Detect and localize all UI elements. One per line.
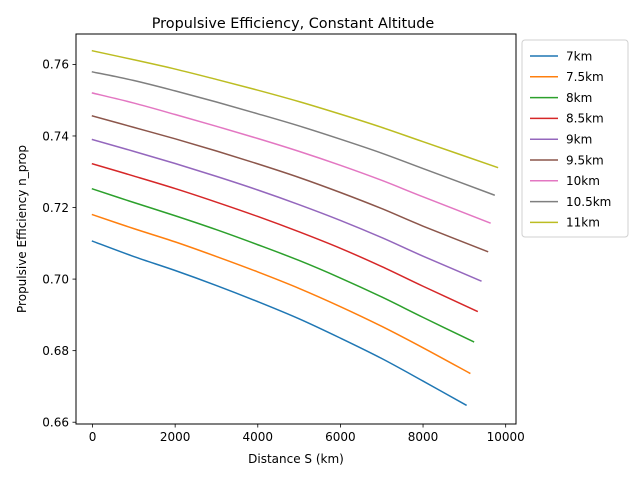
y-axis-label: Propulsive Efficiency n_prop <box>15 145 29 313</box>
chart-title: Propulsive Efficiency, Constant Altitude <box>152 16 435 32</box>
series-line-0 <box>91 240 468 407</box>
x-axis-label: Distance S (km) <box>248 452 344 466</box>
y-tick-label: 0.72 <box>42 201 69 215</box>
legend-label-7: 10.5km <box>566 195 611 209</box>
legend: 7km 7.5km 8km 8.5km 9km 9.5km 10km 10.5km 11km <box>521 39 629 238</box>
y-axis-ticks: 0.66 0.68 0.70 0.72 0.74 0.76 <box>42 58 76 430</box>
plot-frame <box>75 33 517 425</box>
series-line-6 <box>91 92 491 224</box>
x-tick-label: 4000 <box>243 430 274 444</box>
series-line-3 <box>91 162 479 313</box>
series-line-7 <box>91 71 496 196</box>
y-tick-label: 0.70 <box>42 272 69 286</box>
x-tick-label: 2000 <box>160 430 191 444</box>
legend-label-0: 7km <box>566 49 592 63</box>
series-line-4 <box>91 138 482 282</box>
legend-label-5: 9.5km <box>566 153 604 167</box>
legend-label-6: 10km <box>566 174 600 188</box>
legend-label-4: 9km <box>566 133 592 147</box>
x-tick-label: 0 <box>89 430 97 444</box>
series-line-5 <box>91 115 489 253</box>
series-line-8 <box>91 49 499 169</box>
y-tick-label: 0.76 <box>42 58 69 72</box>
x-tick-label: 8000 <box>408 430 439 444</box>
series-line-1 <box>91 213 471 375</box>
x-tick-label: 6000 <box>325 430 356 444</box>
legend-items: 7km 7.5km 8km 8.5km 9km 9.5km 10km 10.5km 11km <box>530 49 611 230</box>
legend-label-3: 8.5km <box>566 112 604 126</box>
y-tick-label: 0.66 <box>42 416 69 430</box>
x-axis-ticks: 0 2000 4000 6000 8000 10000 <box>89 424 525 444</box>
legend-label-1: 7.5km <box>566 70 604 84</box>
y-tick-label: 0.68 <box>42 344 69 358</box>
series-lines <box>91 49 499 407</box>
x-tick-label: 10000 <box>487 430 525 444</box>
legend-label-2: 8km <box>566 91 592 105</box>
legend-box <box>521 39 629 238</box>
series-line-2 <box>91 187 475 343</box>
y-tick-label: 0.74 <box>42 129 69 143</box>
legend-label-8: 11km <box>566 216 600 230</box>
